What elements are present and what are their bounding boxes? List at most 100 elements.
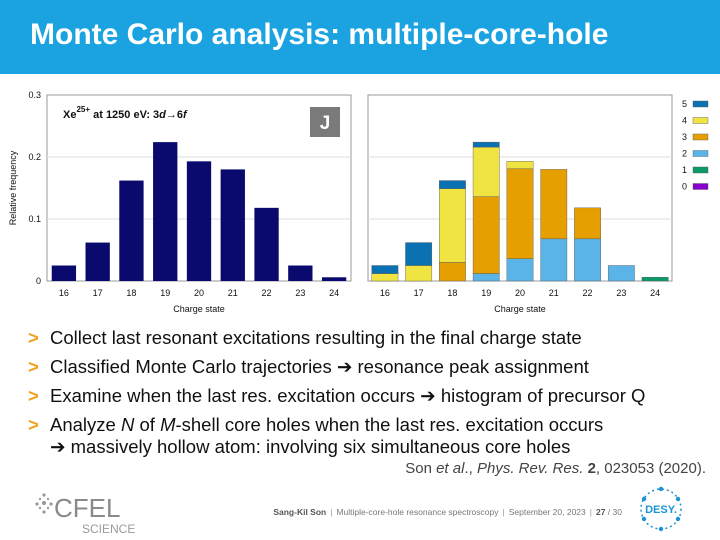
x-tick-label: 21	[228, 288, 238, 298]
legend-label: 3	[682, 132, 687, 142]
cfel-dots-icon	[35, 493, 53, 514]
stacked-bar-segment	[472, 141, 500, 148]
legend-swatch	[692, 133, 709, 141]
charts-area: 00.10.20.3 16 17 18 19 20 21 22 23 24 Relative f…	[8, 90, 709, 314]
x-tick-label: 22	[262, 288, 272, 298]
x-tick-label: 19	[481, 288, 491, 298]
bar	[220, 169, 245, 281]
bullet-text: Collect last resonant excitations result…	[50, 327, 582, 348]
x-tick-label: 19	[160, 288, 170, 298]
citation: Son et al., Phys. Rev. Res. 2, 023053 (2…	[405, 460, 706, 477]
x-tick-label: 16	[380, 288, 390, 298]
right-x-axis-label: Charge state	[494, 304, 546, 314]
stacked-bar-segment	[371, 265, 399, 274]
bar	[186, 161, 212, 281]
cfel-logo-subtext: SCIENCE	[82, 522, 135, 536]
y-tick-label: 0.1	[28, 214, 41, 224]
page-number: 27	[595, 507, 606, 517]
title-bar: Monte Carlo analysis: multiple-core-hole	[0, 0, 720, 74]
page-total: 30	[612, 507, 622, 517]
stacked-bar-segment	[472, 146, 500, 197]
bar	[254, 207, 279, 281]
bar	[153, 142, 178, 281]
cfel-logo-text: CFEL	[54, 493, 120, 523]
x-tick-label: 22	[583, 288, 593, 298]
stacked-bar-segment	[540, 169, 568, 240]
x-tick-label: 24	[329, 288, 339, 298]
x-tick-label: 17	[93, 288, 103, 298]
x-tick-label: 23	[616, 288, 626, 298]
stacked-bar-segment	[574, 238, 601, 282]
slide-title: Monte Carlo analysis: multiple-core-hole	[30, 18, 609, 51]
badge-j: J	[320, 113, 331, 134]
legend-swatch	[692, 166, 709, 174]
stacked-bar-segment	[439, 262, 466, 282]
legend-label: 4	[682, 116, 687, 126]
y-tick-label: 0.2	[28, 152, 41, 162]
footer-info: Sang-Kil Son | Multiple-core-hole resonanc…	[273, 507, 622, 517]
bar	[51, 265, 77, 281]
stacked-bar-segment	[439, 188, 466, 263]
legend-swatch	[692, 183, 709, 190]
bar	[119, 180, 144, 281]
badge-j-box	[310, 107, 340, 137]
x-tick-label: 18	[447, 288, 457, 298]
stacked-bar-segment	[472, 273, 500, 282]
bullet-item: > Analyze N of M-shell core holes when th…	[28, 414, 708, 458]
desy-dots-icon	[640, 486, 682, 532]
stacked-bar-segment	[607, 265, 635, 282]
stacked-bar-segment	[439, 180, 466, 189]
stacked-bar-segment	[472, 196, 500, 274]
x-tick-label: 24	[650, 288, 660, 298]
x-tick-label: 18	[126, 288, 136, 298]
x-tick-label: 20	[515, 288, 525, 298]
bullet-item: > Collect last resonant excitations resul…	[28, 327, 708, 349]
bar	[288, 265, 313, 281]
x-tick-label: 20	[194, 288, 204, 298]
bullet-text: Analyze N of M-shell core holes when the…	[50, 414, 604, 435]
bullet-item: > Classified Monte Carlo trajectories ➔ r…	[28, 356, 708, 378]
bar	[85, 242, 110, 281]
cfel-logo: CFEL SCIENCE	[35, 493, 135, 536]
legend-label: 5	[682, 99, 687, 109]
stacked-bar-segment	[506, 258, 534, 282]
stacked-bar-segment	[574, 207, 601, 240]
legend-swatch	[692, 150, 709, 157]
left-y-axis-label: Relative frequency	[8, 150, 18, 225]
bullet-text: Examine when the last res. excitation oc…	[50, 385, 646, 406]
stacked-bar-segment	[506, 161, 534, 169]
legend-label: 2	[682, 149, 687, 159]
y-tick-label: 0	[36, 276, 41, 286]
bullet-marker: >	[28, 327, 39, 348]
bullet-list: > Collect last resonant excitations resul…	[28, 327, 708, 458]
legend-swatch	[692, 117, 709, 124]
x-tick-label: 16	[59, 288, 69, 298]
talk-date: September 20, 2023	[508, 507, 586, 517]
legend-swatch	[692, 100, 709, 108]
talk-title: Multiple-core-hole resonance spectroscop…	[336, 507, 499, 517]
presenter-name: Sang-Kil Son	[273, 507, 327, 517]
stacked-bar-segment	[405, 265, 433, 282]
bullet-marker: >	[28, 385, 39, 406]
bar	[321, 277, 347, 281]
stacked-bar-segment	[506, 168, 534, 259]
desy-logo: DESY.	[640, 486, 682, 532]
bullet-text-continuation: ➔ massively hollow atom: involving six s…	[50, 436, 571, 457]
bullet-item: > Examine when the last res. excitation o…	[28, 385, 708, 407]
stacked-bar-segment	[641, 277, 669, 282]
stacked-bar-segment	[405, 242, 433, 266]
bullet-marker: >	[28, 356, 39, 377]
desy-logo-text: DESY.	[645, 504, 677, 516]
stacked-bar-segment	[540, 238, 568, 282]
bullet-text: Classified Monte Carlo trajectories ➔ re…	[50, 356, 589, 377]
footer: CFEL SCIENCE Sang-Kil Son | Multiple-core-…	[0, 485, 720, 540]
chart-annotation: Xe25+ at 1250 eV: 3d→6f	[63, 105, 188, 121]
bullet-marker: >	[28, 414, 39, 435]
x-tick-label: 23	[295, 288, 305, 298]
left-x-axis-label: Charge state	[173, 304, 225, 314]
x-tick-label: 21	[549, 288, 559, 298]
y-tick-label: 0.3	[28, 90, 41, 100]
stacked-bar-segment	[371, 273, 399, 282]
x-tick-label: 17	[414, 288, 424, 298]
legend-label: 1	[682, 165, 687, 175]
